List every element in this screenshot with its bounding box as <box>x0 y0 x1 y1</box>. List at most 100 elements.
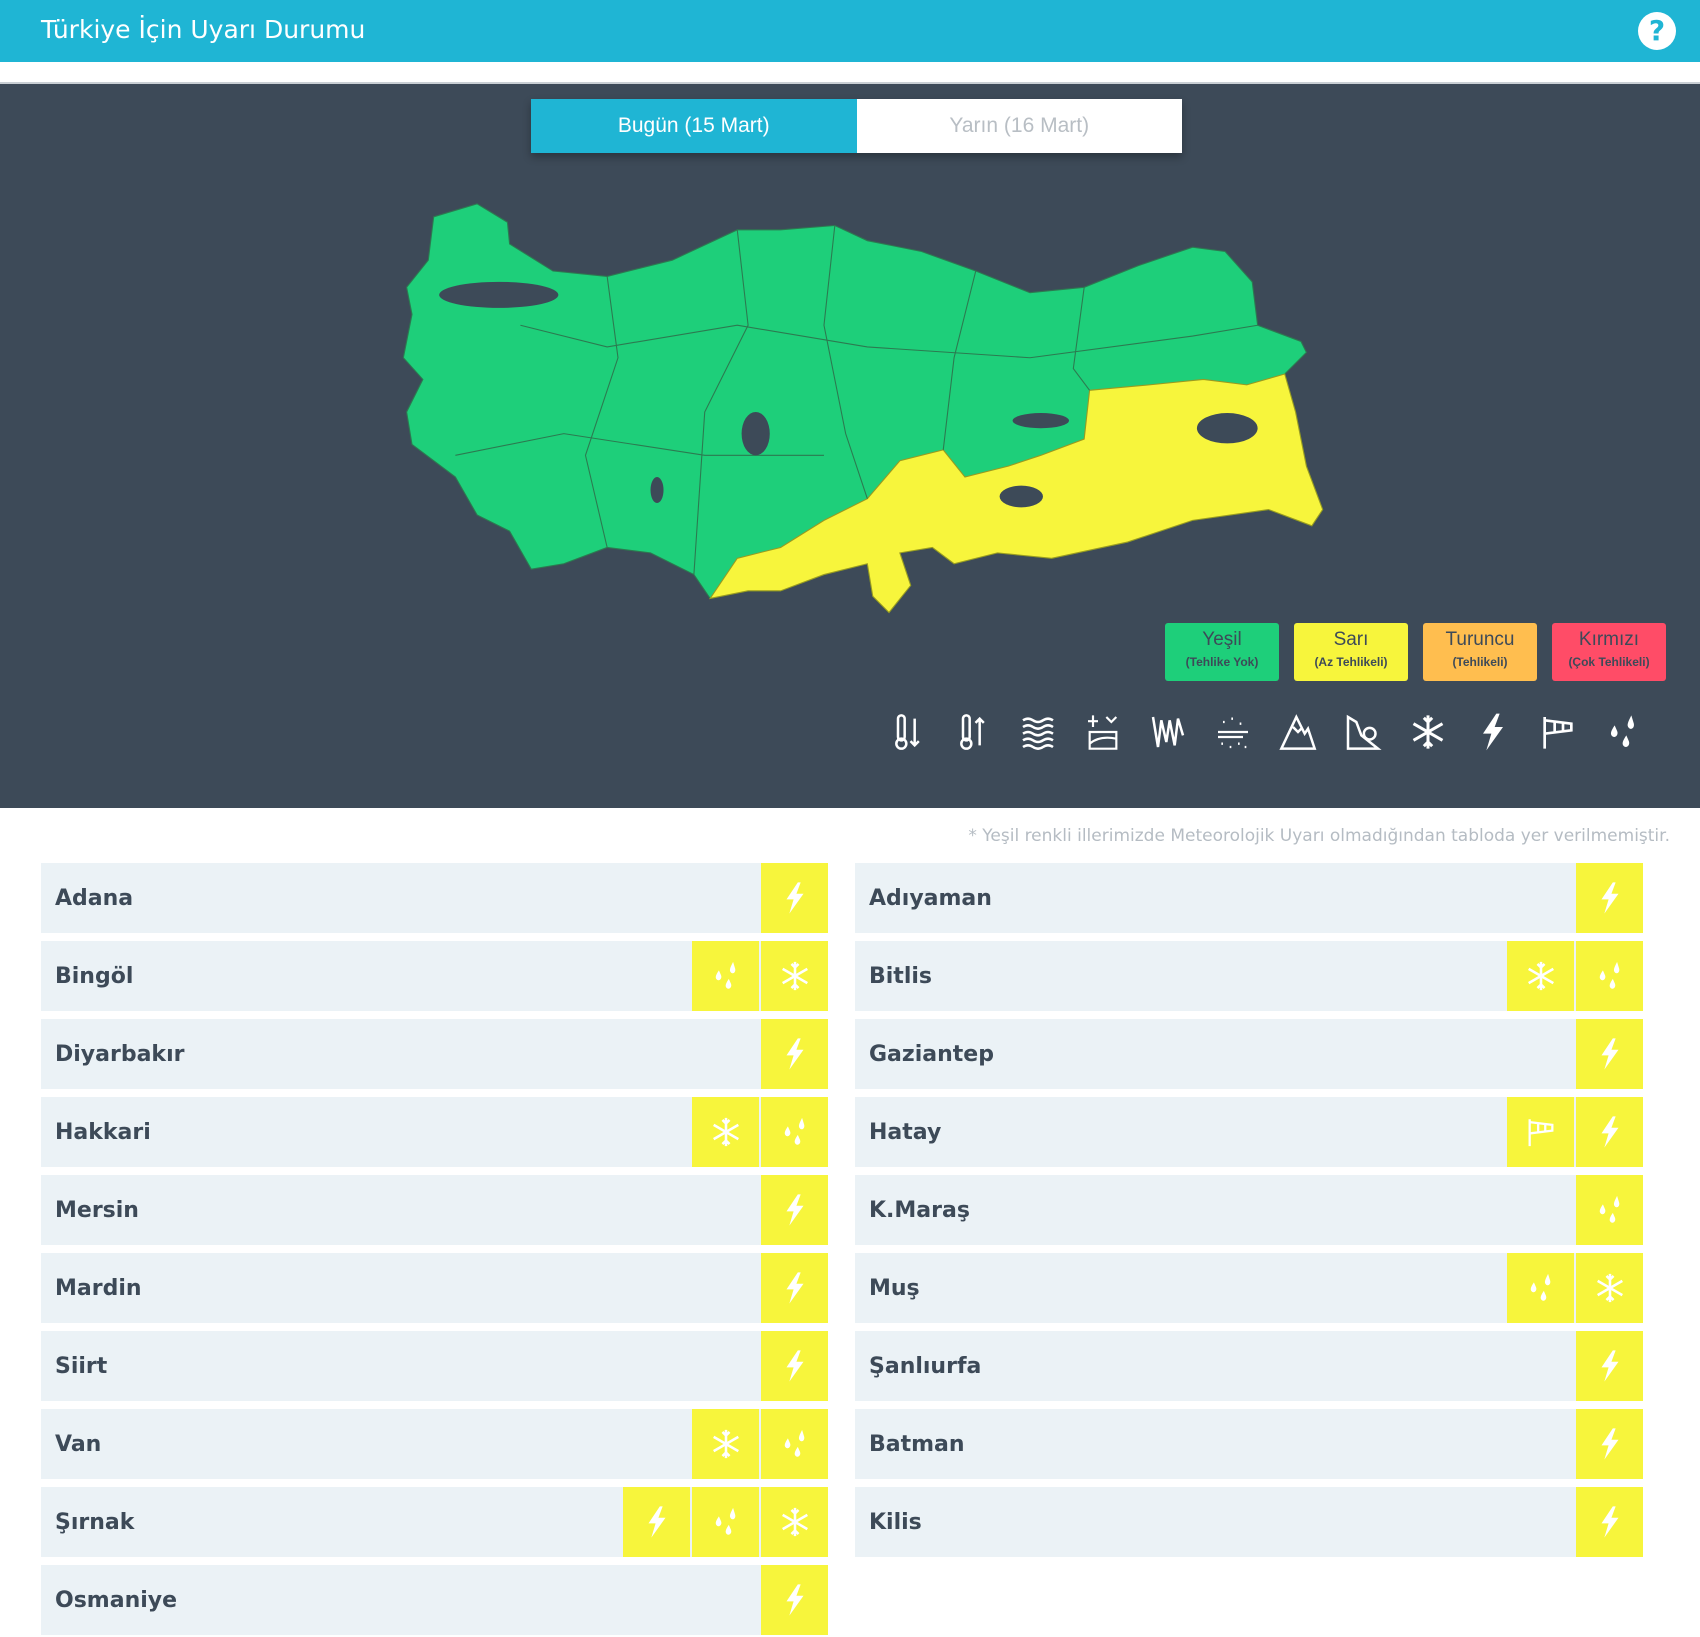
table-row[interactable]: Mardin <box>41 1253 828 1323</box>
province-name: Muş <box>869 1275 920 1301</box>
table-row[interactable]: Bitlis <box>855 941 1643 1011</box>
header: Türkiye İçin Uyarı Durumu ? <box>0 0 1700 62</box>
legend-sublabel: (Az Tehlikeli) <box>1314 655 1388 669</box>
lightning-icon <box>1576 863 1643 933</box>
snow-icon <box>761 1487 828 1557</box>
province-name: Osmaniye <box>55 1587 178 1613</box>
lightning-icon[interactable] <box>1473 712 1513 754</box>
dust-icon[interactable] <box>1213 712 1253 754</box>
snow-icon <box>1576 1253 1643 1323</box>
rain-icon[interactable] <box>1603 712 1643 754</box>
table-row[interactable]: Şırnak <box>41 1487 828 1557</box>
province-name: Adıyaman <box>869 885 992 911</box>
table-row[interactable]: Hatay <box>855 1097 1643 1167</box>
landslide-icon[interactable] <box>1343 712 1383 754</box>
legend-item: Sarı (Az Tehlikeli) <box>1294 623 1408 681</box>
legend-label: Sarı <box>1333 629 1369 650</box>
legend-item: Kırmızı (Çok Tehlikeli) <box>1552 623 1666 681</box>
lightning-icon <box>1576 1409 1643 1479</box>
legend-item: Turuncu (Tehlikeli) <box>1423 623 1537 681</box>
lightning-icon <box>761 1253 828 1323</box>
lightning-icon <box>761 863 828 933</box>
province-name: Şanlıurfa <box>869 1353 982 1379</box>
legend-sublabel: (Çok Tehlikeli) <box>1568 655 1650 669</box>
legend-label: Kırmızı <box>1578 629 1640 650</box>
province-name: K.Maraş <box>869 1197 970 1223</box>
lightning-icon <box>761 1331 828 1401</box>
province-name: Hakkari <box>55 1119 151 1145</box>
legend-sublabel: (Tehlikeli) <box>1452 655 1508 669</box>
province-list-left: Adana Bingöl Diyarbakır Hakkari Mersin Mardin… <box>41 863 828 1635</box>
table-row[interactable]: Adana <box>41 863 828 933</box>
province-name: Adana <box>55 885 134 911</box>
lightning-icon <box>623 1487 690 1557</box>
divider <box>0 62 1700 84</box>
province-name: Gaziantep <box>869 1041 994 1067</box>
lightning-icon <box>761 1019 828 1089</box>
rain-icon <box>692 941 759 1011</box>
avalanche-icon[interactable] <box>1278 712 1318 754</box>
lightning-icon <box>1576 1097 1643 1167</box>
lightning-icon <box>1576 1331 1643 1401</box>
hot-icon[interactable] <box>953 712 993 754</box>
province-list-right: Adıyaman Bitlis Gaziantep Hatay K.Maraş Muş Şa… <box>855 863 1643 1557</box>
rain-icon <box>1507 1253 1574 1323</box>
lightning-icon <box>1576 1019 1643 1089</box>
table-note: * Yeşil renkli illerimizde Meteorolojik … <box>968 826 1670 846</box>
legend-item: Yeşil (Tehlike Yok) <box>1165 623 1279 681</box>
rain-icon <box>1576 941 1643 1011</box>
table-row[interactable]: Van <box>41 1409 828 1479</box>
province-name: Siirt <box>55 1353 108 1379</box>
snow-melt-icon[interactable] <box>1083 712 1123 754</box>
snow-icon <box>761 941 828 1011</box>
province-name: Van <box>55 1431 102 1457</box>
table-row[interactable]: Batman <box>855 1409 1643 1479</box>
province-name: Bingöl <box>55 963 134 989</box>
fog-icon[interactable] <box>1018 712 1058 754</box>
lightning-icon <box>1576 1487 1643 1557</box>
table-row[interactable]: Osmaniye <box>41 1565 828 1635</box>
province-name: Şırnak <box>55 1509 135 1535</box>
table-row[interactable]: Adıyaman <box>855 863 1643 933</box>
map-panel: Bugün (15 Mart) Yarın (16 Mart) Yeşil (Te… <box>0 84 1700 808</box>
legend-label: Yeşil <box>1202 629 1242 650</box>
tab-today[interactable]: Bugün (15 Mart) <box>531 99 857 153</box>
legend-sublabel: (Tehlike Yok) <box>1185 655 1259 669</box>
province-name: Batman <box>869 1431 965 1457</box>
day-tabs: Bugün (15 Mart) Yarın (16 Mart) <box>531 99 1182 153</box>
table-row[interactable]: Bingöl <box>41 941 828 1011</box>
table-row[interactable]: Şanlıurfa <box>855 1331 1643 1401</box>
legend: Yeşil (Tehlike Yok) Sarı (Az Tehlikeli) Turu… <box>1165 623 1666 681</box>
tab-tomorrow[interactable]: Yarın (16 Mart) <box>856 99 1182 153</box>
snow-icon <box>692 1097 759 1167</box>
wind-icon[interactable] <box>1538 712 1578 754</box>
table-row[interactable]: K.Maraş <box>855 1175 1643 1245</box>
province-name: Diyarbakır <box>55 1041 185 1067</box>
table-row[interactable]: Muş <box>855 1253 1643 1323</box>
rain-icon <box>692 1487 759 1557</box>
province-name: Mardin <box>55 1275 142 1301</box>
table-row[interactable]: Siirt <box>41 1331 828 1401</box>
rain-icon <box>761 1097 828 1167</box>
table-row[interactable]: Diyarbakır <box>41 1019 828 1089</box>
table-row[interactable]: Mersin <box>41 1175 828 1245</box>
rain-icon <box>761 1409 828 1479</box>
province-name: Hatay <box>869 1119 942 1145</box>
table-row[interactable]: Kilis <box>855 1487 1643 1557</box>
snow-icon <box>692 1409 759 1479</box>
question-circle-icon[interactable]: ? <box>1638 12 1676 50</box>
legend-label: Turuncu <box>1445 629 1515 650</box>
snow-icon <box>1507 941 1574 1011</box>
province-name: Kilis <box>869 1509 922 1535</box>
snow-icon[interactable] <box>1408 712 1448 754</box>
lightning-icon <box>761 1175 828 1245</box>
province-name: Bitlis <box>869 963 933 989</box>
cold-icon[interactable] <box>888 712 928 754</box>
lightning-icon <box>761 1565 828 1635</box>
hazard-icon-bar <box>888 712 1643 754</box>
table-row[interactable]: Gaziantep <box>855 1019 1643 1089</box>
wind-icon <box>1507 1097 1574 1167</box>
table-row[interactable]: Hakkari <box>41 1097 828 1167</box>
rain-icon <box>1576 1175 1643 1245</box>
icicle-icon[interactable] <box>1148 712 1188 754</box>
